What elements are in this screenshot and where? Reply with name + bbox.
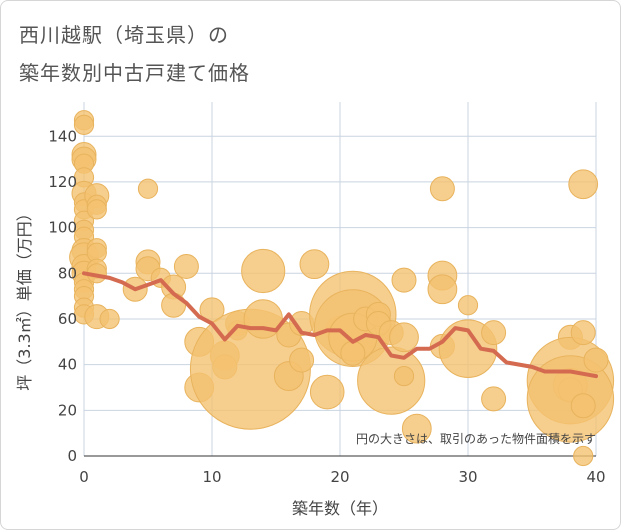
bubble-point <box>401 413 432 444</box>
x-axis-label: 築年数（年） <box>292 499 388 518</box>
bubble-point <box>457 295 479 316</box>
bubble-point <box>429 176 455 202</box>
bubble-point <box>173 253 199 279</box>
y-tick-label: 120 <box>48 173 77 191</box>
x-tick-label: 40 <box>586 468 605 486</box>
bubble-point <box>568 169 599 200</box>
bubble-point <box>583 347 609 373</box>
x-tick-label: 30 <box>458 468 477 486</box>
bubble-point <box>73 114 95 135</box>
bubble-point <box>573 445 594 467</box>
y-tick-label: 0 <box>67 447 77 465</box>
bubble-point <box>389 322 419 353</box>
x-tick-label: 20 <box>330 468 349 486</box>
trend-line <box>82 271 598 379</box>
y-axis-label: 坪（3.3㎡）単価（万円） <box>15 205 34 390</box>
bubble-point <box>481 320 507 346</box>
size-annotation: 円の大きさは、取引のあった物件面積を示す <box>356 431 596 446</box>
bubble-point <box>161 292 187 318</box>
bubble-point <box>391 267 417 293</box>
chart-title-line-2: 築年数別中古戸建て価格 <box>19 61 250 85</box>
y-tick-label: 80 <box>58 264 77 282</box>
bubble-layer <box>69 110 615 467</box>
bubble-point <box>570 393 596 419</box>
bubble-point <box>137 178 159 199</box>
x-tick-label: 0 <box>79 468 89 486</box>
y-tick-label: 140 <box>48 127 77 145</box>
chart-title-line-1: 西川越駅（埼玉県）の <box>19 23 229 47</box>
trend-line-layer <box>82 271 598 379</box>
y-tick-label: 40 <box>58 356 77 374</box>
y-tick-label: 100 <box>48 219 77 237</box>
bubble-point <box>241 248 286 294</box>
bubble-point <box>99 308 120 330</box>
bubble-point <box>427 274 458 305</box>
bubble-point <box>309 374 345 410</box>
bubble-point <box>393 365 415 387</box>
x-tick-label: 10 <box>202 468 221 486</box>
y-tick-label: 60 <box>58 310 77 328</box>
bubble-point <box>289 347 315 373</box>
bubble-point <box>357 346 426 415</box>
bubble-point <box>86 199 107 220</box>
y-tick-label: 20 <box>58 401 77 419</box>
bubble-point <box>481 386 507 412</box>
bubble-point <box>570 320 596 346</box>
bubble-point <box>340 340 366 366</box>
tick-layer: 0 20 40 60 80 100 120 140 0 10 20 30 40 <box>48 127 605 486</box>
bubble-point <box>299 249 330 280</box>
